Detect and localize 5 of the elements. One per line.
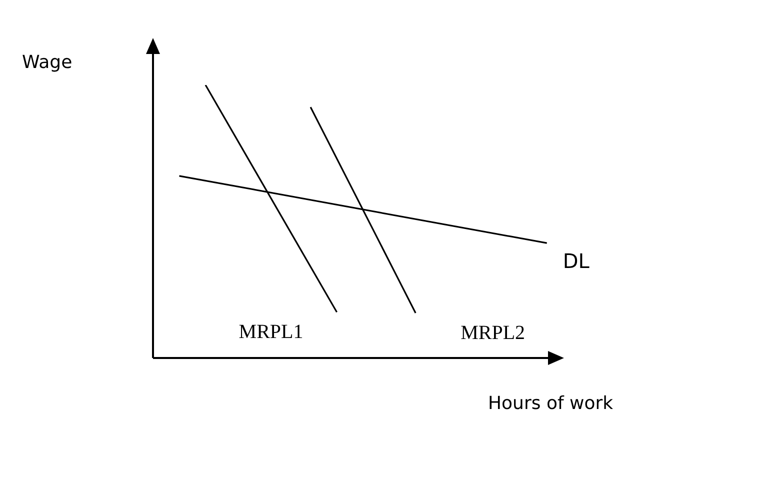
series-label: DL	[562, 249, 590, 274]
text: MRPL2	[460, 322, 526, 344]
x-axis-title: Hours of work	[488, 393, 614, 414]
series-label: MRPL1	[238, 321, 304, 344]
y-axis-title: Wage	[22, 52, 72, 73]
